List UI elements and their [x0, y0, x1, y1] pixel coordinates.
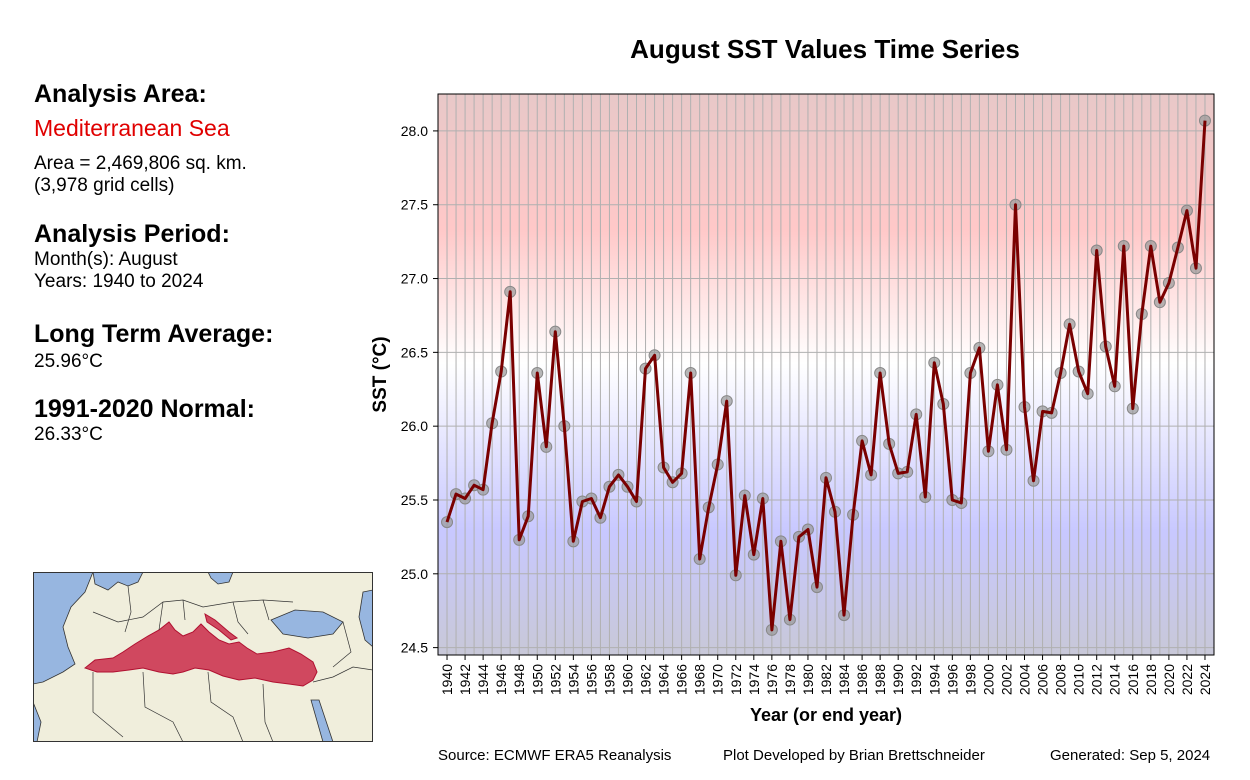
map-black-sea — [270, 609, 344, 639]
x-tick-label: 2010 — [1071, 664, 1087, 695]
x-tick-label: 1978 — [782, 664, 798, 695]
y-tick-label: 27.5 — [401, 197, 428, 213]
y-tick-label: 24.5 — [401, 640, 428, 656]
x-tick-label: 1990 — [890, 664, 906, 695]
area-name: Mediterranean Sea — [34, 115, 230, 141]
series-layer — [441, 114, 1211, 636]
x-tick-label: 1992 — [908, 664, 924, 695]
x-tick-label: 1942 — [457, 664, 473, 695]
grid-cells: (3,978 grid cells) — [34, 175, 175, 196]
x-tick-label: 1968 — [692, 664, 708, 695]
map-frame — [33, 572, 373, 742]
area-size: Area = 2,469,806 sq. km. — [34, 153, 247, 174]
x-tick-label: 2006 — [1035, 664, 1051, 695]
x-tick-label: 1944 — [475, 664, 491, 695]
x-tick-label: 2014 — [1107, 664, 1123, 695]
x-tick-label: 1970 — [710, 664, 726, 695]
x-tick-label: 1940 — [439, 664, 455, 695]
x-tick-label: 1960 — [619, 664, 635, 695]
footer-credit: Plot Developed by Brian Brettschneider — [723, 747, 985, 764]
y-axis-label: SST (°C) — [370, 336, 391, 412]
map-atlantic — [33, 572, 94, 685]
x-tick-label: 2018 — [1143, 664, 1159, 695]
x-tick-label: 1958 — [601, 664, 617, 695]
x-tick-label: 1966 — [674, 664, 690, 695]
x-axis-label: Year (or end year) — [750, 705, 902, 725]
x-tick-label: 1984 — [836, 664, 852, 695]
y-tick-label: 25.5 — [401, 492, 428, 508]
x-tick-label: 1954 — [565, 664, 581, 695]
x-tick-label: 2008 — [1053, 664, 1069, 695]
x-tick-label: 1976 — [764, 664, 780, 695]
analysis-years: Years: 1940 to 2024 — [34, 271, 204, 292]
x-tick-label: 1946 — [493, 664, 509, 695]
series-line — [445, 120, 1207, 632]
x-tick-label: 2020 — [1161, 664, 1177, 695]
y-tick-label: 25.0 — [401, 566, 428, 582]
footer-generated: Generated: Sep 5, 2024 — [1050, 747, 1211, 764]
x-tick-label: 1980 — [800, 664, 816, 695]
x-tick-label: 2002 — [998, 664, 1014, 695]
analysis-area-heading: Analysis Area: — [34, 80, 207, 108]
grid-lines — [438, 94, 1214, 655]
sst-chart: 24.5 25.0 25.5 26.0 26.5 27.0 27.5 28.0 1940 1942… — [370, 93, 1215, 725]
x-tick-label: 1950 — [529, 664, 545, 695]
x-tick-label: 1962 — [638, 664, 654, 695]
map-atlantic-south — [33, 701, 42, 742]
x-tick-label: 2022 — [1179, 664, 1195, 695]
x-tick-label: 2000 — [980, 664, 996, 695]
normal-value: 26.33°C — [34, 424, 103, 445]
long-term-average-value: 25.96°C — [34, 351, 103, 372]
x-tick-label: 1964 — [656, 664, 672, 695]
x-tick-label: 1986 — [854, 664, 870, 695]
map-mediterranean-highlight — [83, 621, 318, 687]
x-tick-label: 2012 — [1089, 664, 1105, 695]
map-red-sea — [310, 699, 334, 742]
map-borders — [92, 585, 373, 742]
y-tick-label: 28.0 — [401, 123, 428, 139]
x-tick-label: 1952 — [547, 664, 563, 695]
map-north-sea — [92, 572, 144, 591]
y-tick-label: 26.0 — [401, 418, 428, 434]
x-tick-label: 2004 — [1017, 664, 1033, 695]
x-tick-label: 1982 — [818, 664, 834, 695]
y-tick-label: 26.5 — [401, 344, 428, 360]
x-tick-label: 1998 — [962, 664, 978, 695]
x-tick-label: 1956 — [583, 664, 599, 695]
data-point — [441, 516, 454, 529]
chart-title: August SST Values Time Series — [630, 34, 1020, 64]
normal-heading: 1991-2020 Normal: — [34, 395, 255, 423]
y-tick-label: 27.0 — [401, 271, 428, 287]
x-tick-label: 2024 — [1197, 664, 1213, 695]
analysis-period-heading: Analysis Period: — [34, 220, 230, 248]
long-term-average-heading: Long Term Average: — [34, 320, 274, 348]
x-tick-label: 1974 — [746, 664, 762, 695]
x-tick-label: 1994 — [926, 664, 942, 695]
axes: 24.5 25.0 25.5 26.0 26.5 27.0 27.5 28.0 1940 1942… — [401, 123, 1213, 695]
footer-source: Source: ECMWF ERA5 Reanalysis — [438, 747, 672, 764]
region-map — [33, 572, 373, 742]
x-tick-label: 1972 — [728, 664, 744, 695]
map-baltic — [207, 572, 234, 585]
x-tick-label: 2016 — [1125, 664, 1141, 695]
analysis-months: Month(s): August — [34, 249, 178, 270]
x-tick-label: 1996 — [944, 664, 960, 695]
map-adriatic-highlight — [204, 612, 239, 641]
map-caspian — [358, 589, 373, 648]
x-tick-label: 1988 — [872, 664, 888, 695]
x-tick-label: 1948 — [511, 664, 527, 695]
